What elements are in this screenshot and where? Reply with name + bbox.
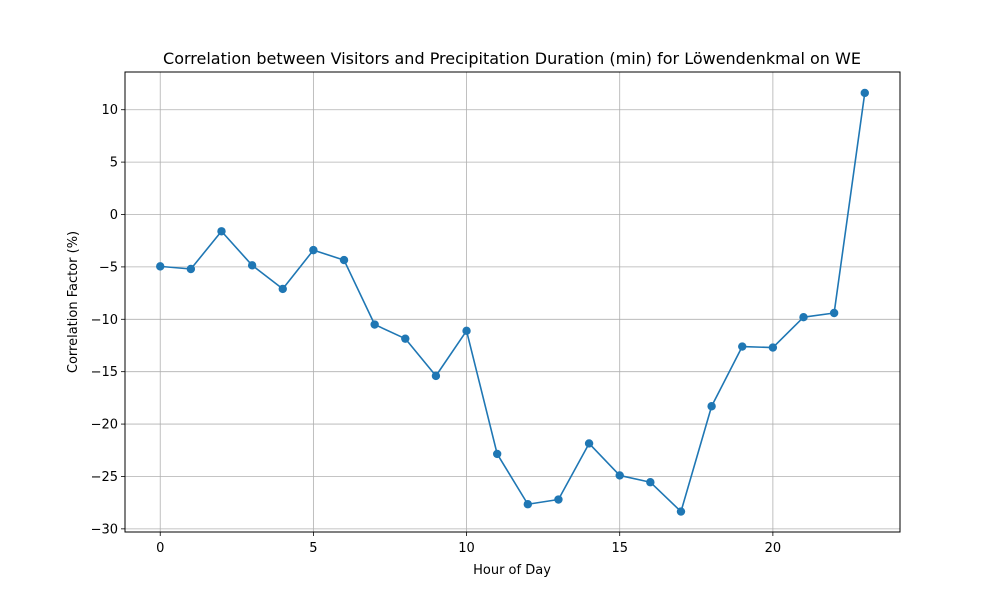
data-point (217, 227, 226, 236)
y-tick-label: −30 (91, 522, 118, 537)
data-point (370, 320, 379, 329)
data-point (554, 495, 563, 504)
data-point (799, 312, 808, 322)
x-tick-label: 15 (611, 541, 628, 556)
chart-title: Correlation between Visitors and Precipi… (163, 49, 861, 68)
data-point (309, 245, 318, 255)
plot-frame (124, 71, 901, 533)
y-tick-label: −10 (91, 313, 118, 328)
series-layer (156, 88, 869, 516)
y-tick-label: −15 (91, 365, 118, 380)
ticks: 0 5 10 15 20 10 5 0 −5 −10 −15 −20 −25 −30 (91, 103, 782, 556)
data-point (738, 342, 747, 351)
data-point (615, 471, 624, 480)
data-point (584, 439, 594, 448)
data-point (401, 334, 410, 343)
y-tick-label: 10 (101, 103, 118, 118)
data-point (247, 261, 257, 270)
x-tick-label: 0 (156, 541, 164, 556)
data-point (339, 255, 349, 265)
data-point (462, 326, 471, 336)
y-tick-label: −20 (91, 418, 118, 433)
x-tick-label: 10 (458, 541, 475, 556)
data-point (860, 88, 869, 98)
y-tick-label: −25 (91, 470, 118, 485)
data-point (829, 308, 839, 318)
data-point (186, 264, 196, 274)
data-point (156, 262, 165, 271)
y-tick-label: 0 (110, 208, 118, 223)
data-point (768, 343, 778, 352)
x-axis-label: Hour of Day (473, 563, 551, 578)
data-point (278, 284, 287, 294)
data-point (523, 500, 533, 509)
data-point (646, 478, 655, 487)
grid (125, 72, 900, 532)
y-tick-label: −5 (99, 260, 118, 275)
y-axis-label: Correlation Factor (%) (66, 231, 81, 373)
data-point (707, 402, 716, 411)
x-tick-label: 5 (309, 541, 317, 556)
y-tick-label: 5 (110, 156, 118, 171)
data-point (492, 449, 502, 459)
x-tick-label: 20 (765, 541, 782, 556)
data-point (431, 371, 441, 381)
series-line (160, 92, 866, 513)
data-point (676, 507, 686, 516)
